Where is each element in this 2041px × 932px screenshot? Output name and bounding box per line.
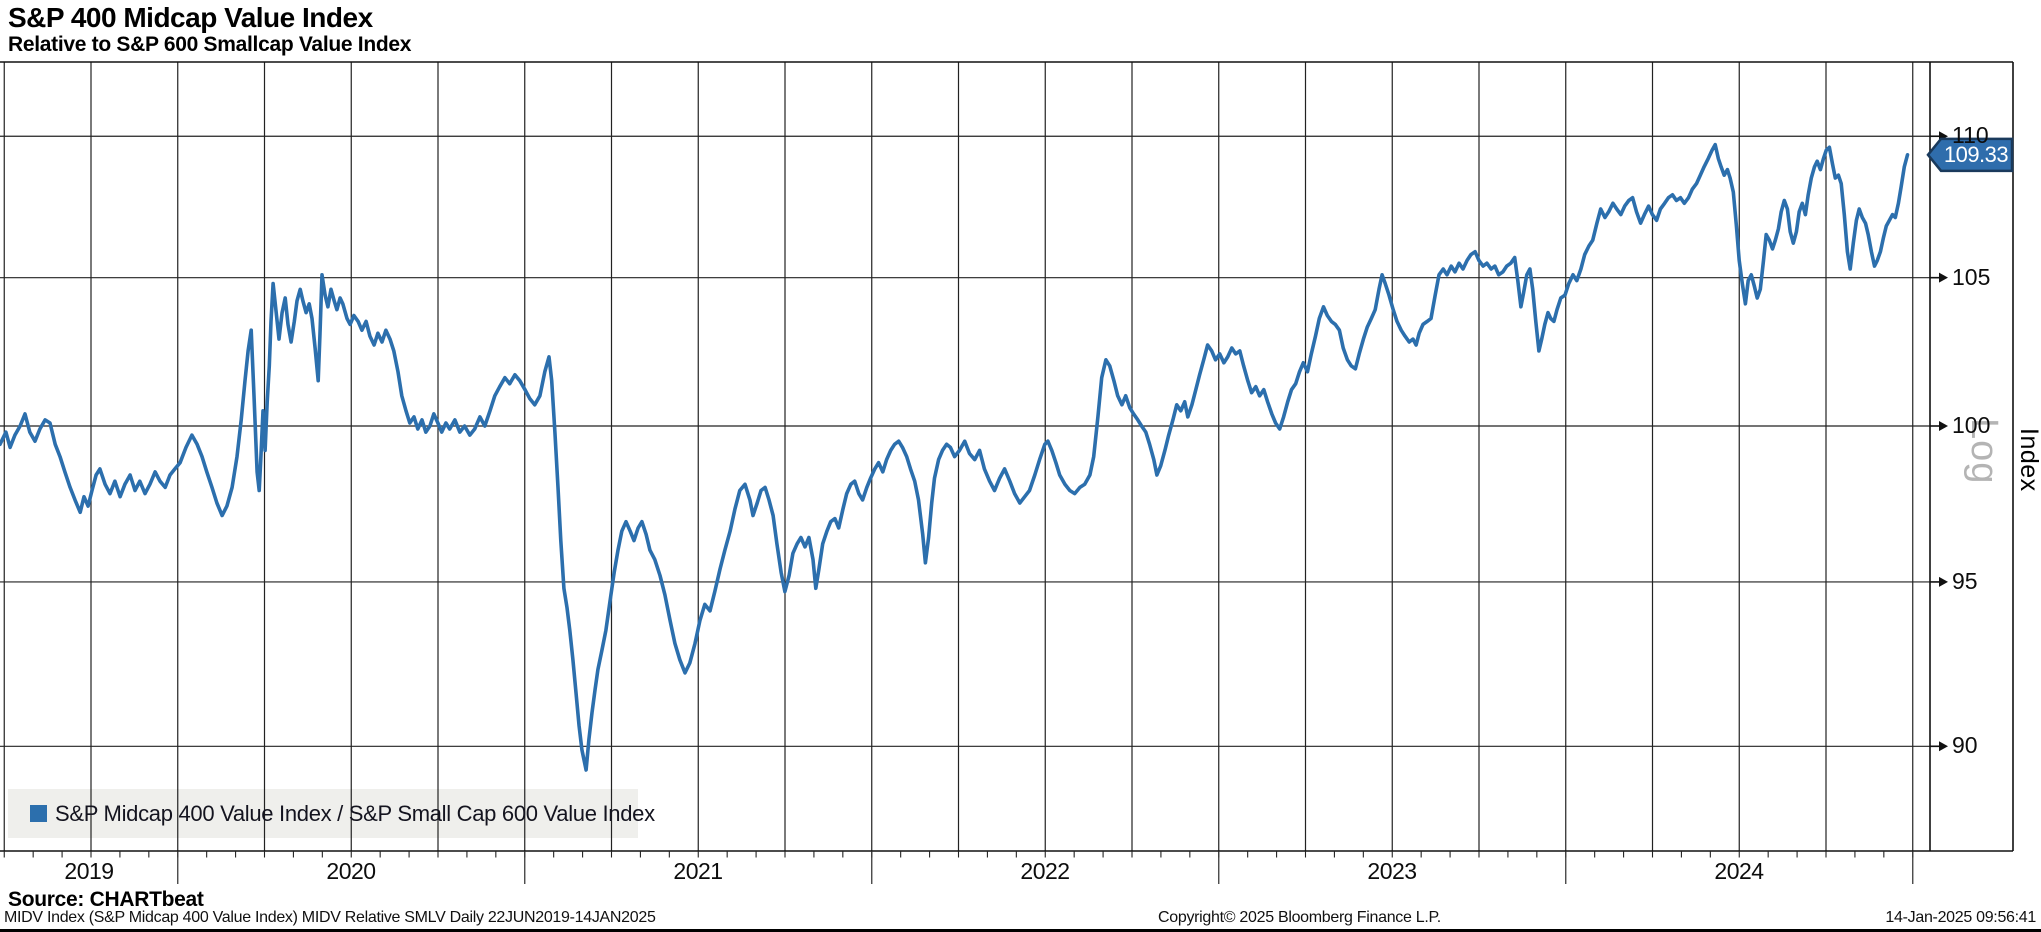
legend-series-label: S&P Midcap 400 Value Index / S&P Small C… — [55, 800, 655, 826]
y-axis-tick-label: 110 — [1952, 122, 1989, 149]
price-line — [0, 142, 1910, 772]
legend: S&P Midcap 400 Value Index / S&P Small C… — [8, 789, 655, 838]
y-axis-tick-label: 100 — [1952, 412, 1991, 438]
log-scale-label[interactable]: Log — [1963, 418, 2005, 485]
x-axis-year-label: 2024 — [1714, 858, 1764, 884]
footer-copyright: Copyright© 2025 Bloomberg Finance L.P. — [1158, 909, 1441, 926]
x-axis-year-label: 2019 — [64, 858, 114, 884]
last-value-badge-shape — [1926, 137, 2014, 173]
x-axis-year-label: 2022 — [1020, 858, 1070, 884]
footer-timestamp: 14-Jan-2025 09:56:41 — [1885, 909, 2036, 926]
series-swatch-icon — [30, 805, 47, 822]
x-axis-year-label: 2021 — [673, 858, 723, 884]
footer-ticker-description: MIDV Index (S&P Midcap 400 Value Index) … — [4, 909, 656, 926]
y-axis-tick-arrow-icon — [1939, 272, 1948, 283]
y-axis-tick-label: 105 — [1952, 263, 1991, 290]
y-axis-tick-arrow-icon — [1939, 576, 1948, 587]
last-value-badge: 109.33 — [1943, 141, 2009, 167]
legend-box-background — [8, 789, 638, 838]
y-axis-tick-label: 95 — [1952, 567, 1978, 594]
y-axis-tick-arrow-icon — [1939, 421, 1948, 431]
x-axis-year-label: 2020 — [326, 858, 376, 884]
y-axis-tick-label: 90 — [1952, 732, 1978, 759]
y-axis-unit-label: Index — [2015, 428, 2041, 492]
bottom-divider — [0, 929, 2041, 932]
x-axis-year-label: 2023 — [1367, 858, 1417, 884]
page-title: S&P 400 Midcap Value Index — [8, 2, 373, 33]
y-axis-tick-arrow-icon — [1939, 741, 1948, 752]
source-attribution: Source: CHARTbeat — [8, 888, 204, 911]
page-subtitle: Relative to S&P 600 Smallcap Value Index — [8, 33, 412, 56]
